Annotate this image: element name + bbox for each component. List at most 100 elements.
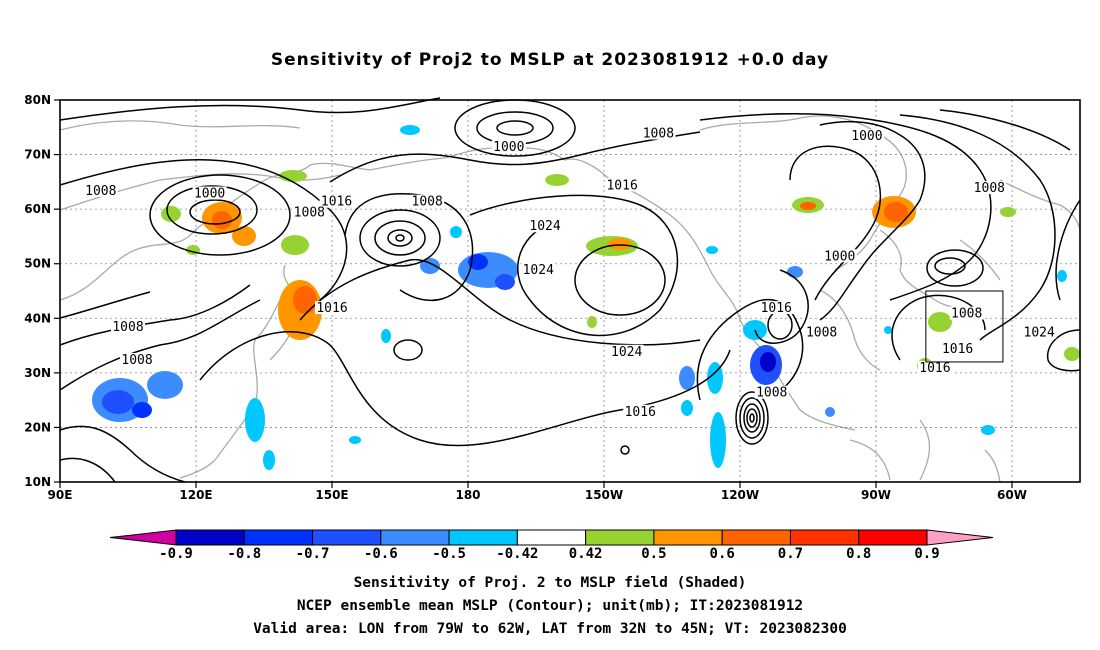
colorbar-label: 0.6 (710, 546, 735, 562)
lon-label: 150E (315, 488, 348, 502)
contour-label: 1016 (606, 178, 637, 193)
mslp-contours (59, 97, 1081, 483)
footer-line-2: NCEP ensemble mean MSLP (Contour); unit(… (296, 598, 804, 614)
lat-label: 70N (24, 148, 51, 162)
contour-label: 1024 (611, 345, 642, 360)
colorbar-label: 0.9 (914, 546, 939, 562)
contour-label-bg (605, 178, 640, 192)
contour-label-bg (83, 183, 118, 197)
colorbar-swatch (448, 529, 518, 546)
contour-label: 1024 (529, 219, 560, 234)
contour-label-bg (940, 342, 975, 356)
colorbar-swatch (858, 529, 928, 546)
shade-blob (450, 226, 462, 238)
lat-label: 80N (24, 93, 51, 107)
map-title: Sensitivity of Proj2 to MSLP at 20230819… (270, 50, 830, 70)
contour-label-bg (111, 320, 145, 334)
shade-blob (706, 246, 718, 254)
contour-label-bg (319, 194, 354, 208)
contour-label: 1016 (919, 361, 950, 376)
colorbar-label: -0.9 (159, 546, 193, 562)
shade-blob (545, 174, 569, 186)
contour-label-bg (192, 186, 227, 200)
contour-label: 1016 (625, 405, 656, 420)
contour-label-bg (759, 301, 794, 315)
shade-blob (1000, 207, 1016, 217)
contour-label: 1000 (194, 187, 225, 202)
colorbar-swatch (312, 529, 382, 546)
shade-blob (928, 312, 952, 332)
contour-label: 1024 (523, 263, 554, 278)
colorbar-swatch (380, 529, 450, 546)
contour-label: 1008 (643, 126, 674, 141)
shade-blob (245, 398, 265, 442)
contour-label: 1008 (951, 307, 982, 322)
longitude-labels: 90E 120E 150E 180 150W 120W 90W 60W (48, 482, 1027, 502)
colorbar-label: 0.5 (641, 546, 666, 562)
contour-label-bg (822, 249, 857, 263)
contour-label-bg (623, 404, 658, 418)
shade-blob (400, 125, 420, 135)
shade-blob (681, 400, 693, 416)
shade-blob (212, 211, 232, 229)
lat-label: 50N (24, 257, 51, 271)
contour-label-bg (315, 301, 349, 315)
lat-label: 60N (24, 202, 51, 216)
contour-label: 1016 (316, 301, 347, 316)
colorbar-left-tip (109, 529, 177, 546)
shade-blob (587, 316, 597, 328)
latitude-labels: 80N 70N 60N 50N 40N 30N 20N 10N (24, 93, 60, 489)
shade-blob (1064, 347, 1080, 361)
contour-label: 1008 (85, 184, 116, 199)
lon-label: 120E (179, 488, 212, 502)
shade-blob (1057, 270, 1067, 282)
shade-blob (760, 352, 776, 372)
contour-label-bg (120, 352, 155, 366)
shade-blob (884, 202, 908, 222)
colorbar-label: -0.6 (364, 546, 398, 562)
map-frame (59, 99, 1081, 483)
footer-line-3: Valid area: LON from 79W to 62W, LAT fro… (253, 621, 847, 637)
colorbar-swatch (653, 529, 723, 546)
shade-blob (147, 371, 183, 399)
shade-blob (800, 202, 816, 210)
contour-label: 1008 (412, 195, 443, 210)
contour-label-bg (528, 219, 563, 233)
contour-label-bg (804, 325, 839, 339)
shade-blob (263, 450, 275, 470)
lon-label: 60W (997, 488, 1027, 502)
contour-label: 1000 (824, 249, 855, 264)
lon-label: 150W (585, 488, 623, 502)
contour-label: 1016 (942, 342, 973, 357)
contour-label-bg (641, 126, 676, 140)
colorbar-swatch (721, 529, 791, 546)
colorbar-swatch (175, 529, 245, 546)
contour-label-bg (949, 306, 984, 320)
contour-label: 1008 (974, 181, 1005, 196)
colorbar-swatch (585, 529, 655, 546)
colorbar-label: -0.5 (432, 546, 466, 562)
shade-blob (293, 286, 317, 314)
contour-label-bg (849, 129, 884, 143)
contour-label-bg (917, 361, 952, 375)
contour-label: 1016 (321, 195, 352, 210)
colorbar-label: -0.42 (496, 546, 538, 562)
contour-label: 1008 (294, 206, 325, 221)
shade-blob (825, 407, 835, 417)
shade-blob (608, 238, 632, 250)
colorbar-label: -0.7 (296, 546, 330, 562)
shade-blob (981, 425, 995, 435)
contour-label-bg (609, 344, 644, 358)
shade-blob (279, 170, 307, 182)
shade-blob (495, 274, 515, 290)
contour-label: 1000 (851, 129, 882, 144)
valid-area-box (925, 290, 1004, 363)
footer-line-1: Sensitivity of Proj. 2 to MSLP field (Sh… (353, 575, 747, 591)
colorbar-swatch (516, 529, 587, 546)
shade-blob (468, 254, 488, 270)
colorbar-label: 0.8 (846, 546, 871, 562)
colorbar-swatch (789, 529, 860, 546)
colorbar-label: 0.7 (778, 546, 803, 562)
lon-label: 90W (861, 488, 891, 502)
